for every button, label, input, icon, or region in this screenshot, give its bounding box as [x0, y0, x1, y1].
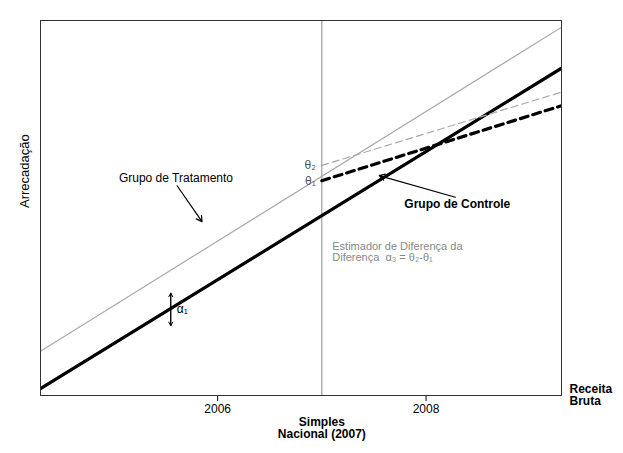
svg-text:ReceitaBruta: ReceitaBruta: [570, 382, 613, 408]
svg-text:θ₂: θ₂: [304, 158, 316, 172]
svg-text:Grupo de Controle: Grupo de Controle: [404, 197, 510, 211]
svg-text:Estimador de Diferença daDifer: Estimador de Diferença daDiferença α₃ = …: [332, 240, 463, 263]
svg-text:θ₁: θ₁: [305, 174, 316, 188]
svg-text:SimplesNacional (2007): SimplesNacional (2007): [278, 415, 366, 441]
svg-text:2006: 2006: [204, 402, 231, 416]
svg-text:Grupo de Tratamento: Grupo de Tratamento: [119, 171, 233, 185]
svg-text:α₁: α₁: [177, 302, 188, 316]
svg-text:2008: 2008: [413, 402, 440, 416]
svg-text:Arrecadação: Arrecadação: [17, 134, 32, 208]
